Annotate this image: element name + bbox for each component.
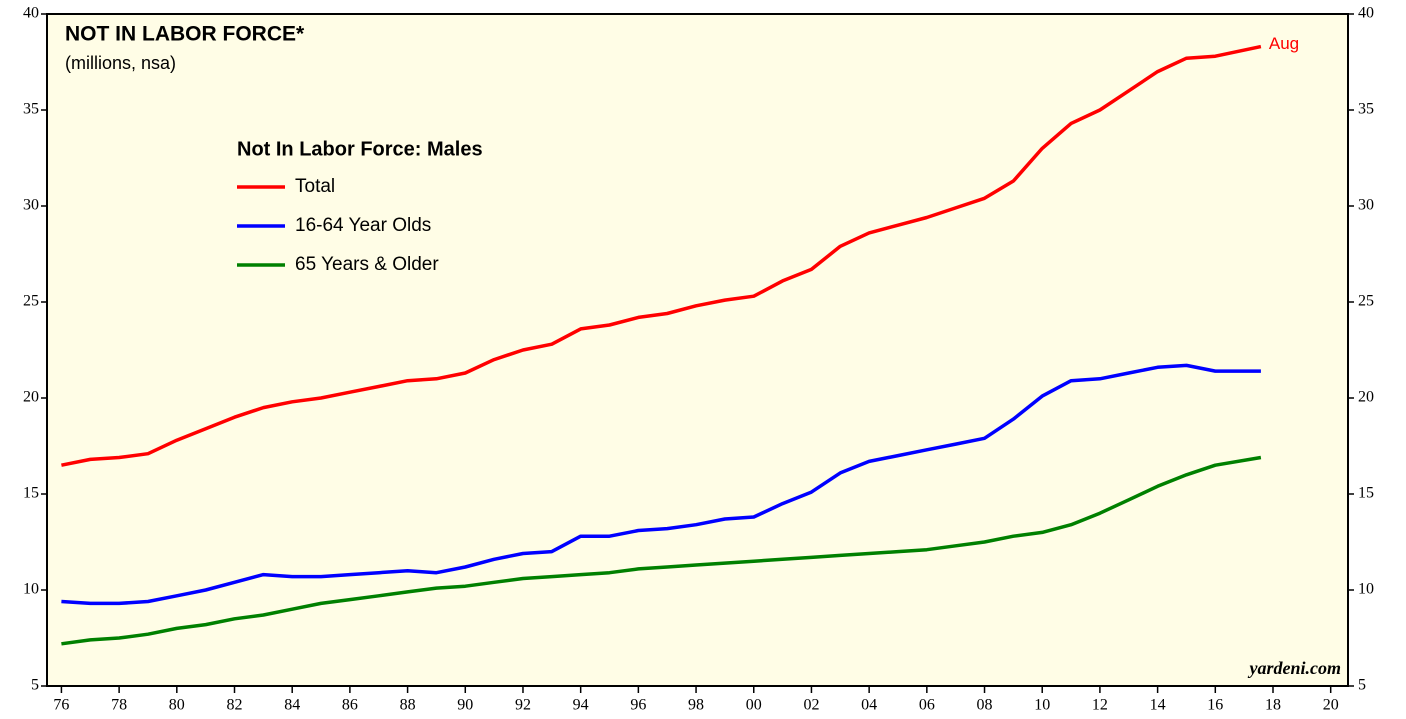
x-tick-label: 96 xyxy=(630,697,646,714)
y2-tick-label: 40 xyxy=(1358,5,1374,22)
x-tick-label: 92 xyxy=(515,697,531,714)
y2-tick-label: 35 xyxy=(1358,101,1374,118)
y2-tick-label: 10 xyxy=(1358,581,1374,598)
x-tick-label: 88 xyxy=(400,697,416,714)
legend-label: 16-64 Year Olds xyxy=(295,215,431,236)
plot-area xyxy=(46,13,1349,687)
x-tick-label: 78 xyxy=(111,697,127,714)
y-tick-label: 25 xyxy=(23,293,39,310)
series-line xyxy=(61,363,1261,606)
end-label: Aug xyxy=(1269,34,1299,53)
x-tick-label: 84 xyxy=(284,697,300,714)
y-tick-label: 15 xyxy=(23,485,39,502)
series-line xyxy=(61,44,1262,467)
x-tick-label: 00 xyxy=(746,697,762,714)
source: yardeni.com xyxy=(1248,658,1342,678)
x-tick-label: 02 xyxy=(803,697,819,714)
chart-subtitle: (millions, nsa) xyxy=(65,53,176,73)
series-line xyxy=(61,455,1262,646)
x-tick-label: 20 xyxy=(1323,697,1339,714)
y2-tick-label: 25 xyxy=(1358,293,1374,310)
x-tick-label: 14 xyxy=(1150,697,1166,714)
legend-label: Total xyxy=(295,176,335,197)
y-tick-label: 5 xyxy=(31,677,39,694)
x-tick-label: 08 xyxy=(977,697,993,714)
legend-label: 65 Years & Older xyxy=(295,254,439,275)
y2-tick-label: 20 xyxy=(1358,389,1374,406)
y2-tick-label: 30 xyxy=(1358,197,1374,214)
y-tick-label: 20 xyxy=(23,389,39,406)
x-tick-label: 90 xyxy=(457,697,473,714)
y-tick-label: 35 xyxy=(23,101,39,118)
y2-tick-label: 15 xyxy=(1358,485,1374,502)
y2-tick-label: 5 xyxy=(1358,677,1366,694)
y-tick-label: 40 xyxy=(23,5,39,22)
x-tick-label: 80 xyxy=(169,697,185,714)
x-tick-label: 86 xyxy=(342,697,358,714)
x-tick-label: 18 xyxy=(1265,697,1281,714)
y-tick-label: 30 xyxy=(23,197,39,214)
x-tick-label: 16 xyxy=(1207,697,1223,714)
y-tick-label: 10 xyxy=(23,581,39,598)
x-tick-label: 04 xyxy=(861,697,877,714)
x-tick-label: 94 xyxy=(573,697,589,714)
x-tick-label: 10 xyxy=(1034,697,1050,714)
x-tick-label: 06 xyxy=(919,697,935,714)
x-tick-label: 98 xyxy=(688,697,704,714)
x-tick-label: 82 xyxy=(227,697,243,714)
x-tick-label: 76 xyxy=(53,697,69,714)
x-tick-label: 12 xyxy=(1092,697,1108,714)
legend-title: Not In Labor Force: Males xyxy=(237,138,483,160)
chart-title: NOT IN LABOR FORCE* xyxy=(65,23,305,46)
